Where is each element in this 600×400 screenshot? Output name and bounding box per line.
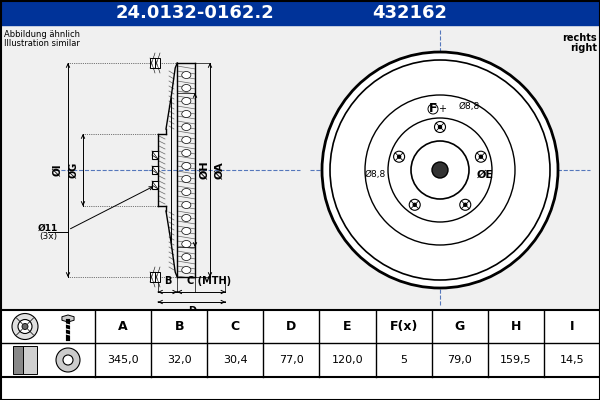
Circle shape xyxy=(63,355,73,365)
Circle shape xyxy=(398,155,401,158)
Text: right: right xyxy=(570,43,597,53)
FancyBboxPatch shape xyxy=(150,58,155,68)
Circle shape xyxy=(479,155,482,158)
Circle shape xyxy=(439,126,442,128)
Circle shape xyxy=(409,199,420,210)
Text: A: A xyxy=(118,320,128,333)
Text: 5: 5 xyxy=(400,355,407,365)
Text: ®: ® xyxy=(476,243,490,257)
Text: Ate: Ate xyxy=(391,224,469,266)
Text: D: D xyxy=(188,306,196,316)
Text: ØE: ØE xyxy=(477,170,494,180)
Text: 32,0: 32,0 xyxy=(167,355,191,365)
Text: 345,0: 345,0 xyxy=(107,355,139,365)
FancyBboxPatch shape xyxy=(155,272,160,282)
Text: ØI: ØI xyxy=(53,164,63,176)
Circle shape xyxy=(460,199,471,210)
Ellipse shape xyxy=(182,228,191,234)
Ellipse shape xyxy=(182,136,191,144)
Bar xyxy=(0,0,600,25)
Circle shape xyxy=(18,320,32,334)
Ellipse shape xyxy=(182,72,191,78)
Circle shape xyxy=(432,162,448,178)
Text: C: C xyxy=(231,320,240,333)
Text: ØA: ØA xyxy=(215,161,225,179)
Text: Ø8,8: Ø8,8 xyxy=(364,170,386,180)
Text: Ø11: Ø11 xyxy=(38,224,58,232)
Text: ØH: ØH xyxy=(200,161,210,179)
Ellipse shape xyxy=(182,124,191,130)
Text: ØG: ØG xyxy=(69,162,79,178)
Text: 30,4: 30,4 xyxy=(223,355,248,365)
FancyBboxPatch shape xyxy=(152,151,158,159)
Circle shape xyxy=(413,203,416,206)
Text: 79,0: 79,0 xyxy=(448,355,472,365)
Text: 159,5: 159,5 xyxy=(500,355,532,365)
Ellipse shape xyxy=(182,240,191,248)
Circle shape xyxy=(12,314,38,340)
Circle shape xyxy=(56,348,80,372)
Circle shape xyxy=(434,122,445,132)
Text: Ø8,8: Ø8,8 xyxy=(459,102,480,110)
Ellipse shape xyxy=(182,84,191,92)
Text: +: + xyxy=(438,104,446,114)
Bar xyxy=(0,310,600,377)
Text: 24.0132-0162.2: 24.0132-0162.2 xyxy=(116,4,274,22)
Ellipse shape xyxy=(182,110,191,118)
Circle shape xyxy=(464,203,467,206)
Ellipse shape xyxy=(182,162,191,170)
Text: 77,0: 77,0 xyxy=(279,355,304,365)
Ellipse shape xyxy=(182,202,191,208)
Text: C (MTH): C (MTH) xyxy=(187,276,232,286)
Text: G: G xyxy=(455,320,465,333)
Ellipse shape xyxy=(182,98,191,104)
Text: (3x): (3x) xyxy=(39,232,57,242)
Ellipse shape xyxy=(182,176,191,182)
Polygon shape xyxy=(62,315,74,322)
Ellipse shape xyxy=(182,150,191,156)
Text: H: H xyxy=(511,320,521,333)
Ellipse shape xyxy=(182,266,191,274)
Text: B: B xyxy=(164,276,171,286)
FancyBboxPatch shape xyxy=(152,166,158,174)
Circle shape xyxy=(322,52,558,288)
Bar xyxy=(23,346,37,374)
Text: B: B xyxy=(175,320,184,333)
Text: F(x): F(x) xyxy=(389,320,418,333)
Text: 432162: 432162 xyxy=(373,4,448,22)
Ellipse shape xyxy=(182,214,191,222)
Text: rechts: rechts xyxy=(562,33,597,43)
Circle shape xyxy=(22,324,28,330)
Ellipse shape xyxy=(182,254,191,260)
Text: Illustration similar: Illustration similar xyxy=(4,39,80,48)
FancyBboxPatch shape xyxy=(155,58,160,68)
Circle shape xyxy=(394,151,404,162)
Text: 120,0: 120,0 xyxy=(332,355,364,365)
Text: D: D xyxy=(286,320,296,333)
Text: 14,5: 14,5 xyxy=(560,355,584,365)
Text: I: I xyxy=(569,320,574,333)
Bar xyxy=(0,25,600,310)
Circle shape xyxy=(330,60,550,280)
Bar xyxy=(13,346,23,374)
FancyBboxPatch shape xyxy=(152,181,158,189)
Ellipse shape xyxy=(182,188,191,196)
Text: F: F xyxy=(429,102,437,116)
Text: Abbildung ähnlich: Abbildung ähnlich xyxy=(4,30,80,39)
Circle shape xyxy=(475,151,487,162)
FancyBboxPatch shape xyxy=(150,272,155,282)
Text: E: E xyxy=(343,320,352,333)
